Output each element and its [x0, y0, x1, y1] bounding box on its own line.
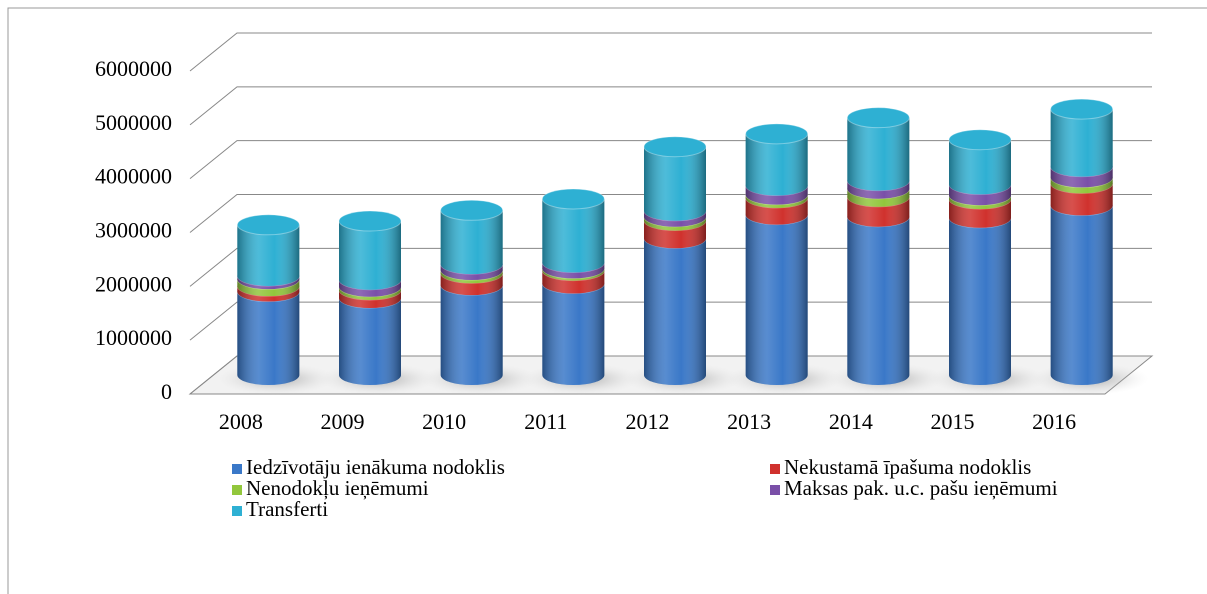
- bar-shade: [1050, 109, 1113, 177]
- bar-top: [846, 107, 910, 129]
- y-tick-label: 4000000: [95, 164, 172, 189]
- x-tick-label: 2013: [727, 409, 771, 434]
- bar: [948, 129, 1012, 195]
- legend-label: Nekustamā īpašuma nodoklis: [784, 455, 1031, 479]
- x-tick-label: 2012: [626, 409, 670, 434]
- frame: [7, 7, 1207, 594]
- bar-top: [1050, 98, 1114, 120]
- bar-shade: [847, 117, 910, 191]
- bar-shade: [745, 214, 808, 385]
- bar: [541, 188, 605, 273]
- bar: [643, 227, 707, 385]
- bar: [948, 207, 1012, 385]
- grid-line: [189, 194, 1152, 233]
- bar-top: [440, 199, 504, 221]
- bar-shade: [339, 298, 401, 385]
- bar-shade: [440, 285, 503, 385]
- bar-shade: [847, 216, 910, 385]
- y-tick-label: 3000000: [95, 218, 172, 243]
- grid-line: [189, 355, 1152, 395]
- grid-line: [189, 32, 1152, 72]
- bar: [643, 136, 707, 221]
- legend-swatch: [232, 485, 242, 495]
- legend-label: Transferti: [246, 497, 328, 521]
- bar: [1050, 194, 1114, 385]
- legend-swatch: [770, 464, 780, 474]
- bar-top: [745, 123, 809, 145]
- legend-swatch: [232, 506, 242, 516]
- bar-top: [948, 129, 1012, 151]
- x-tick-label: 2008: [219, 409, 263, 434]
- bar-shade: [745, 133, 808, 196]
- bar-top: [338, 210, 402, 232]
- bar-shade: [644, 146, 706, 221]
- bar-shade: [237, 291, 300, 385]
- bar-shade: [237, 224, 300, 286]
- y-tick-label: 0: [161, 379, 172, 404]
- legend-swatch: [232, 464, 242, 474]
- x-tick-label: 2010: [422, 409, 466, 434]
- legend-label: Maksas pak. u.c. pašu ieņēmumi: [784, 476, 1058, 500]
- bar: [236, 214, 300, 286]
- bar: [846, 206, 910, 385]
- bar: [440, 199, 504, 275]
- bar-shade: [339, 221, 401, 290]
- bar: [745, 123, 809, 196]
- bar-shade: [542, 283, 605, 385]
- y-tick-label: 1000000: [95, 325, 172, 350]
- bar: [846, 107, 910, 191]
- bar: [338, 210, 402, 290]
- bar-top: [541, 188, 605, 210]
- grid-line: [189, 140, 1152, 180]
- bar: [1050, 98, 1114, 177]
- bar-shade: [1050, 205, 1113, 385]
- legend-swatch: [770, 485, 780, 495]
- bar: [745, 204, 809, 385]
- x-tick-label: 2016: [1032, 409, 1076, 434]
- grid-line: [189, 301, 1152, 341]
- x-tick-label: 2009: [321, 409, 365, 434]
- grid-line: [189, 247, 1152, 287]
- y-tick-label: 6000000: [95, 56, 172, 81]
- grid-line: [189, 86, 1152, 126]
- bar-shade: [949, 217, 1011, 385]
- bar-shade: [644, 238, 706, 385]
- bar-top: [236, 214, 300, 236]
- bar-shade: [542, 198, 605, 273]
- x-tick-label: 2015: [931, 409, 975, 434]
- y-tick-label: 5000000: [95, 110, 172, 135]
- x-tick-label: 2014: [829, 409, 873, 434]
- bar-shade: [949, 139, 1011, 195]
- legend-label: Iedzīvotāju ienākuma nodoklis: [246, 455, 505, 479]
- legend-label: Nenodokļu ieņēmumi: [246, 476, 429, 500]
- x-tick-label: 2011: [524, 409, 567, 434]
- y-tick-label: 2000000: [95, 271, 172, 296]
- bar-shade: [440, 210, 503, 275]
- bar-top: [643, 136, 707, 158]
